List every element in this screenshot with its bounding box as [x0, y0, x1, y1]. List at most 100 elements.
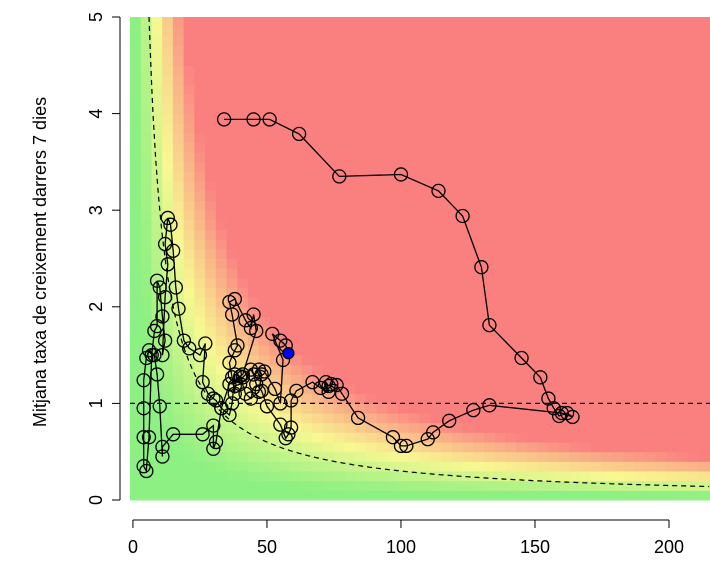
risk-cell	[558, 132, 571, 144]
risk-cell	[172, 277, 185, 288]
risk-cell	[194, 432, 206, 443]
risk-cell	[440, 451, 453, 462]
risk-cell	[666, 103, 678, 115]
risk-cell	[258, 364, 270, 375]
risk-cell	[451, 239, 463, 250]
risk-cell	[623, 65, 635, 76]
risk-cell	[140, 200, 152, 211]
risk-cell	[376, 152, 388, 163]
risk-cell	[633, 306, 646, 317]
risk-cell	[440, 45, 453, 57]
risk-cell	[172, 461, 185, 472]
risk-cell	[387, 36, 399, 47]
risk-cell	[333, 335, 345, 346]
risk-cell	[322, 471, 335, 482]
risk-cell	[237, 210, 249, 221]
risk-cell	[312, 45, 324, 57]
risk-cell	[473, 17, 485, 28]
risk-cell	[312, 229, 324, 240]
risk-cell	[548, 384, 560, 395]
risk-cell	[580, 84, 592, 95]
risk-cell	[473, 26, 485, 37]
risk-cell	[408, 268, 420, 279]
risk-cell	[215, 451, 227, 462]
risk-cell	[322, 335, 335, 346]
risk-cell	[172, 190, 185, 202]
risk-cell	[526, 84, 538, 95]
risk-cell	[430, 152, 442, 163]
risk-cell	[322, 480, 335, 491]
risk-cell	[687, 287, 699, 298]
risk-cell	[655, 374, 667, 385]
risk-cell	[505, 142, 517, 153]
risk-cell	[290, 384, 303, 395]
risk-cell	[183, 132, 195, 144]
risk-cell	[676, 355, 688, 366]
risk-cell	[558, 355, 571, 366]
risk-cell	[408, 123, 420, 134]
risk-cell	[666, 287, 678, 298]
risk-cell	[280, 152, 292, 163]
risk-cell	[355, 413, 367, 424]
risk-cell	[558, 190, 571, 202]
risk-cell	[151, 258, 163, 269]
risk-cell	[237, 422, 249, 433]
risk-cell	[666, 277, 678, 288]
risk-cell	[290, 94, 303, 105]
risk-cell	[451, 248, 463, 259]
risk-cell	[708, 364, 710, 375]
risk-cell	[258, 123, 270, 134]
risk-cell	[473, 161, 485, 173]
risk-cell	[548, 422, 560, 433]
risk-cell	[226, 210, 238, 221]
risk-cell	[601, 161, 613, 173]
risk-cell	[247, 171, 260, 182]
risk-cell	[301, 413, 313, 424]
risk-cell	[226, 200, 238, 211]
risk-cell	[633, 103, 646, 115]
risk-cell	[698, 422, 710, 433]
risk-cell	[655, 200, 667, 211]
risk-cell	[290, 268, 303, 279]
risk-cell	[612, 210, 624, 221]
risk-cell	[387, 210, 399, 221]
risk-cell	[708, 306, 710, 317]
risk-cell	[462, 268, 474, 279]
risk-cell	[698, 287, 710, 298]
risk-cell	[376, 113, 388, 124]
risk-cell	[558, 142, 571, 153]
risk-cell	[430, 442, 442, 453]
risk-cell	[590, 345, 603, 356]
risk-cell	[280, 306, 292, 317]
risk-cell	[301, 55, 313, 66]
risk-cell	[526, 268, 538, 279]
risk-cell	[408, 103, 420, 115]
risk-cell	[247, 239, 260, 250]
risk-cell	[226, 480, 238, 491]
risk-cell	[430, 36, 442, 47]
risk-cell	[687, 268, 699, 279]
risk-cell	[226, 413, 238, 424]
risk-cell	[205, 306, 217, 317]
risk-cell	[312, 239, 324, 250]
risk-cell	[623, 490, 635, 501]
risk-cell	[280, 248, 292, 259]
risk-cell	[601, 94, 613, 105]
risk-cell	[644, 287, 656, 298]
risk-cell	[226, 123, 238, 134]
risk-cell	[558, 451, 571, 462]
risk-cell	[698, 152, 710, 163]
risk-cell	[483, 345, 496, 356]
risk-cell	[505, 74, 517, 86]
risk-cell	[612, 239, 624, 250]
risk-cell	[269, 84, 281, 95]
risk-cell	[269, 287, 281, 298]
risk-cell	[666, 471, 678, 482]
risk-cell	[140, 190, 152, 202]
risk-cell	[215, 393, 227, 404]
risk-cell	[676, 345, 688, 356]
risk-cell	[365, 45, 378, 57]
risk-cell	[580, 432, 592, 443]
risk-cell	[140, 142, 152, 153]
risk-cell	[687, 393, 699, 404]
